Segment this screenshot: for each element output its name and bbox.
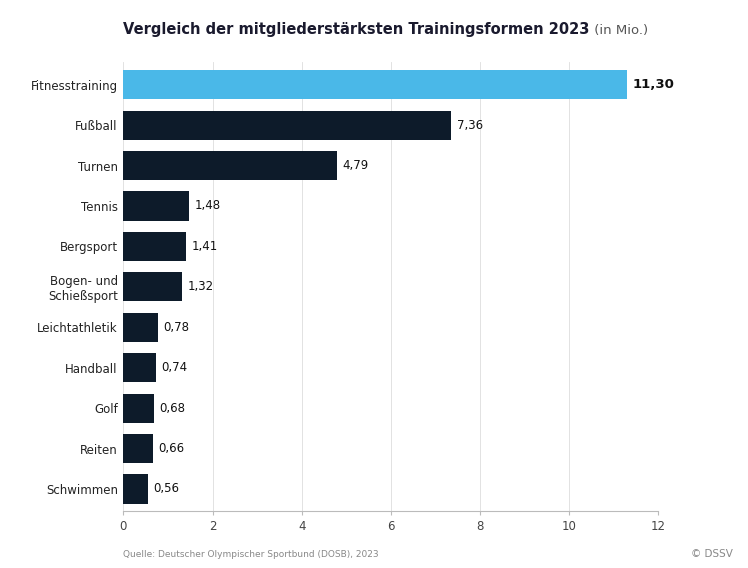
Bar — [123, 111, 452, 140]
Bar — [123, 434, 153, 463]
Text: 1,48: 1,48 — [194, 199, 221, 212]
Text: 4,79: 4,79 — [343, 159, 369, 172]
Text: 1,41: 1,41 — [191, 240, 218, 253]
Text: 7,36: 7,36 — [457, 119, 483, 132]
Bar — [123, 232, 186, 261]
Bar — [123, 394, 154, 423]
Text: 1,32: 1,32 — [188, 281, 214, 293]
Bar — [123, 151, 337, 180]
Bar — [123, 272, 183, 302]
Text: 0,68: 0,68 — [159, 402, 185, 415]
Bar — [123, 474, 148, 503]
Text: (in Mio.): (in Mio.) — [589, 24, 648, 37]
Text: 0,66: 0,66 — [158, 442, 184, 455]
Bar — [123, 70, 627, 99]
Text: 0,74: 0,74 — [162, 361, 188, 374]
Bar — [123, 191, 189, 220]
Text: 0,78: 0,78 — [164, 321, 189, 334]
Text: Quelle: Deutscher Olympischer Sportbund (DOSB), 2023: Quelle: Deutscher Olympischer Sportbund … — [123, 550, 379, 559]
Bar — [123, 353, 156, 382]
Bar — [123, 313, 158, 342]
Text: 11,30: 11,30 — [632, 78, 674, 91]
Text: © DSSV: © DSSV — [691, 549, 733, 559]
Text: 0,56: 0,56 — [154, 482, 180, 495]
Text: Vergleich der mitgliederstärksten Trainingsformen 2023: Vergleich der mitgliederstärksten Traini… — [123, 22, 589, 37]
